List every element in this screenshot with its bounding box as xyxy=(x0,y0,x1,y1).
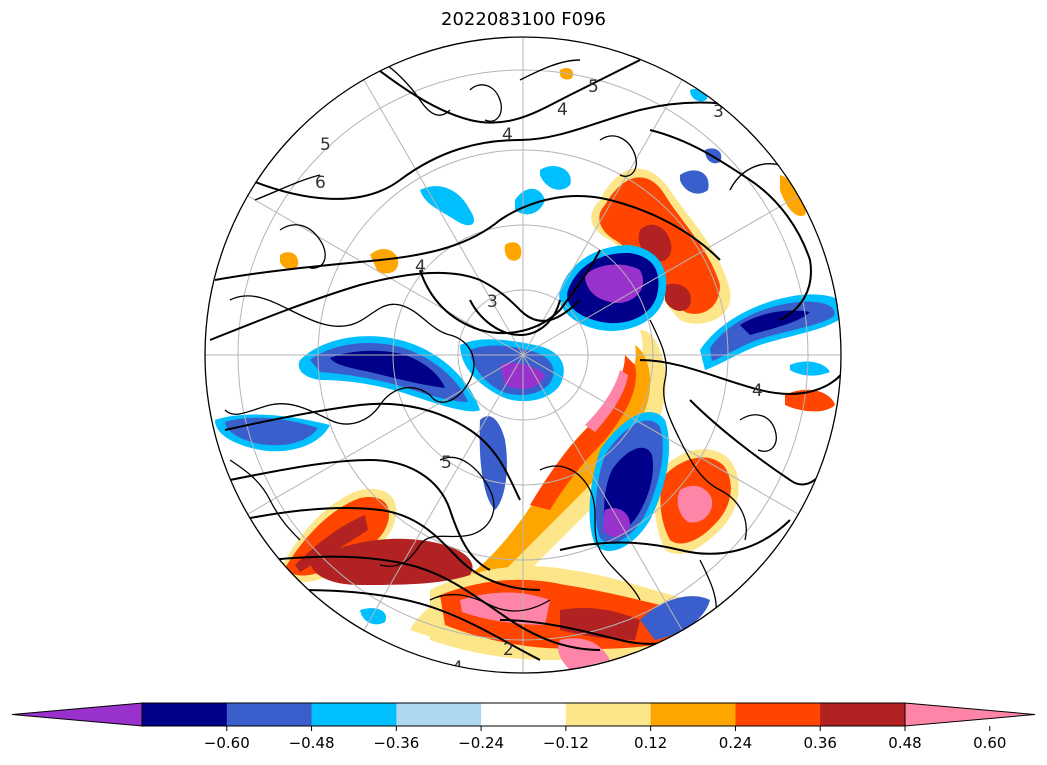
colorbar-ticks: −0.60 −0.48 −0.36 −0.24 −0.12 0.12 0.24 0.36 0.4… xyxy=(204,726,1006,752)
contour-label: 5 xyxy=(441,453,452,473)
colorbar-tick-label: 0.12 xyxy=(634,734,667,752)
colorbar-segment xyxy=(396,703,482,726)
contour-label: 3 xyxy=(487,292,498,312)
contour-label: 4 xyxy=(752,381,763,401)
colorbar-extend-high xyxy=(904,702,1036,727)
contour-label: 6 xyxy=(315,173,326,193)
colorbar-tick-label: 0.48 xyxy=(888,734,921,752)
contour-label: 3 xyxy=(713,102,724,122)
colorbar-segments xyxy=(11,702,1036,727)
colorbar-tick-label: −0.48 xyxy=(289,734,335,752)
contour-label: 4 xyxy=(502,125,513,145)
thin-contours xyxy=(254,59,781,201)
colorbar-tick-label: −0.24 xyxy=(458,734,504,752)
polar-stereographic-map: 5 4 3 5 6 4 3 4 5 6 2 2 4 4 xyxy=(204,36,842,678)
height-contours xyxy=(209,39,841,661)
colorbar-tick-label: 0.24 xyxy=(719,734,752,752)
colorbar-tick-label: 0.60 xyxy=(973,734,1006,752)
colorbar-segment xyxy=(735,703,821,726)
colorbar-tick-label: −0.60 xyxy=(204,734,250,752)
colorbar-tick-label: 0.36 xyxy=(804,734,837,752)
colorbar-segment xyxy=(650,703,736,726)
map-disk: 5 4 3 5 6 4 3 4 5 6 2 2 4 4 xyxy=(205,37,841,678)
colorbar-segment xyxy=(142,703,228,726)
contour-label: 4 xyxy=(415,257,426,277)
colorbar-outline xyxy=(141,702,906,727)
colorbar-tick-label: −0.36 xyxy=(373,734,419,752)
contour-label: 4 xyxy=(557,100,568,120)
colorbar-segment xyxy=(311,703,397,726)
colorbar-segment xyxy=(565,703,652,726)
colorbar-segment xyxy=(481,703,567,726)
colorbar-segment xyxy=(226,703,313,726)
map-title: 2022083100 F096 xyxy=(441,9,606,30)
colorbar-tick-label: −0.12 xyxy=(543,734,589,752)
contour-label: 5 xyxy=(588,77,599,97)
colorbar-segment xyxy=(820,703,906,726)
contour-label: 4 xyxy=(452,658,463,678)
map-boundary xyxy=(204,36,842,674)
contour-label: 2 xyxy=(503,640,514,660)
contour-label: 5 xyxy=(320,135,331,155)
colorbar-extend-low xyxy=(11,702,143,727)
